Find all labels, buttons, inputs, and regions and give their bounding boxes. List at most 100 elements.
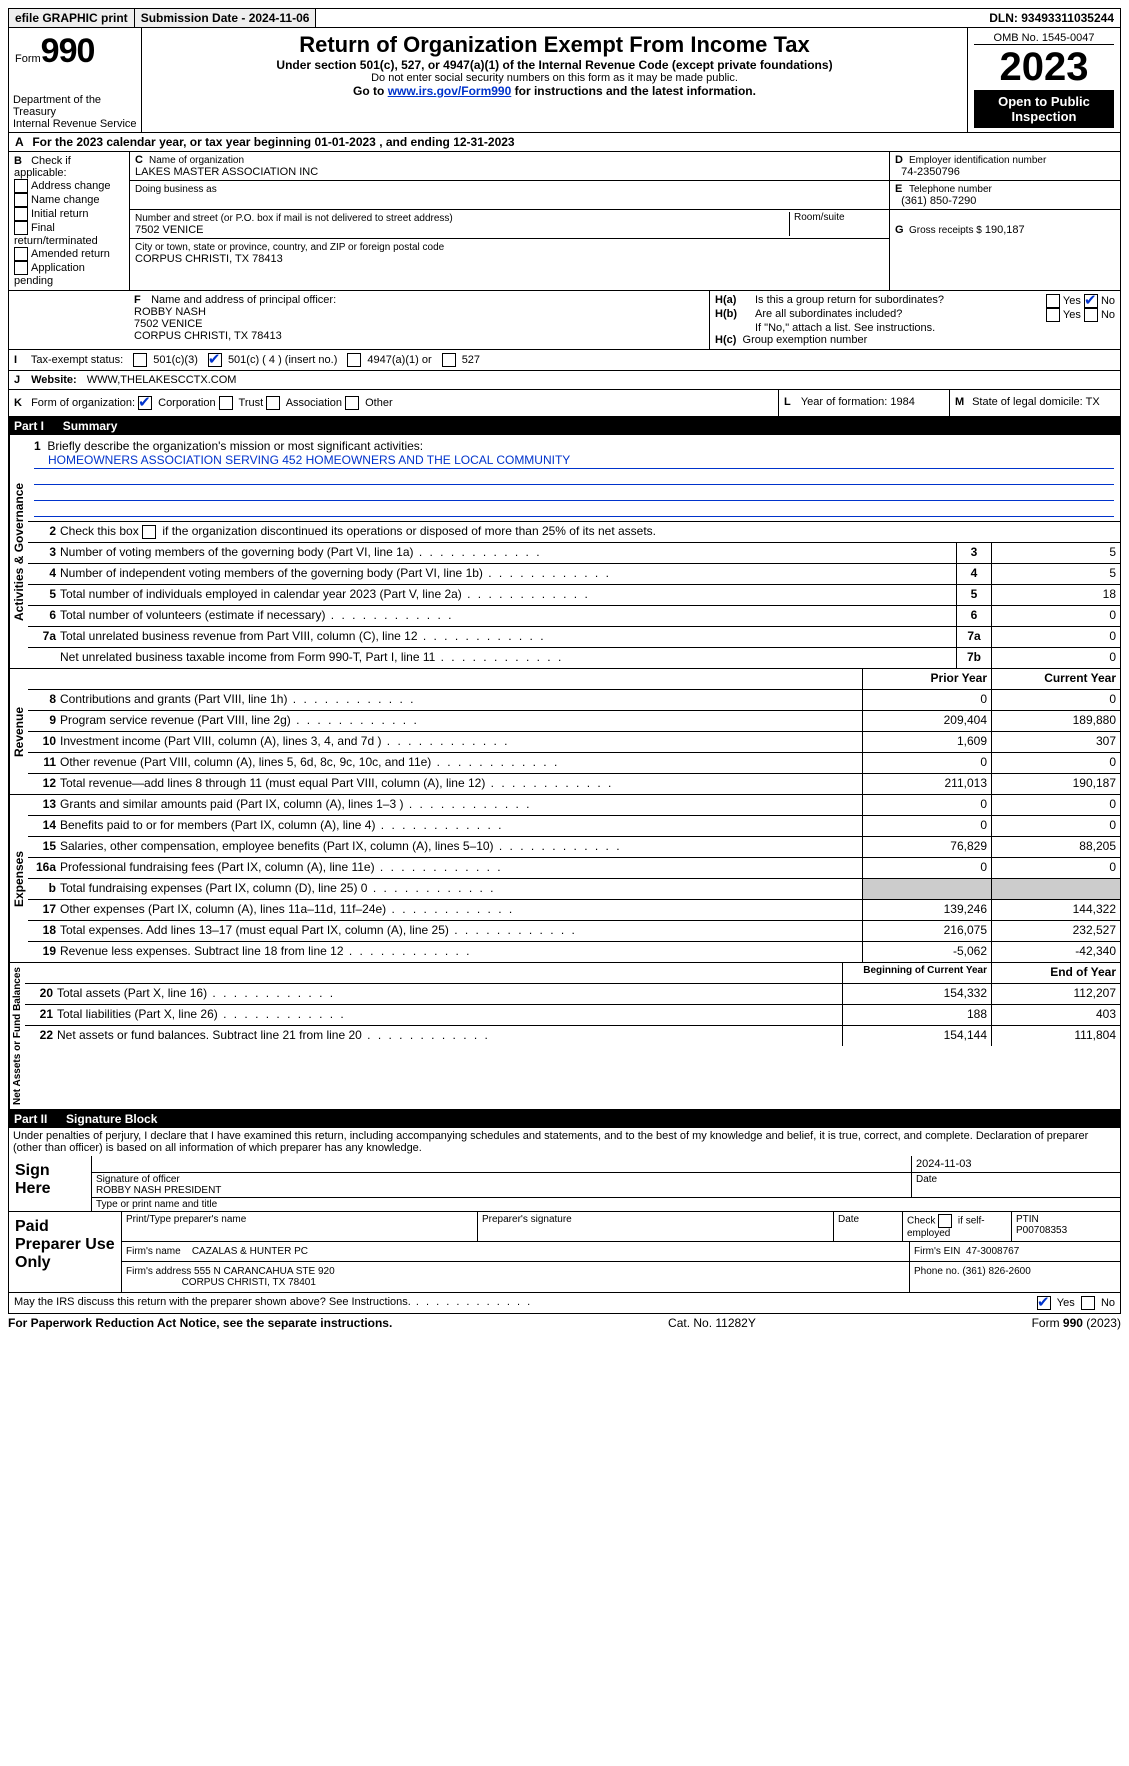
table-row: Net unrelated business taxable income fr… xyxy=(28,648,1120,668)
omb-number: OMB No. 1545-0047 xyxy=(974,32,1114,45)
table-row: 17Other expenses (Part IX, column (A), l… xyxy=(28,900,1120,921)
sig-officer-label: Signature of officer xyxy=(96,1174,180,1185)
table-row: 14Benefits paid to or for members (Part … xyxy=(28,816,1120,837)
firm-ein: 47-3008767 xyxy=(966,1246,1019,1257)
cb-address-change[interactable] xyxy=(14,179,28,193)
table-row: 8Contributions and grants (Part VIII, li… xyxy=(28,690,1120,711)
ein-label: Employer identification number xyxy=(909,155,1046,166)
gov-section: Activities & Governance 1 Briefly descri… xyxy=(8,435,1121,669)
table-row: 19Revenue less expenses. Subtract line 1… xyxy=(28,942,1120,962)
table-row: 7aTotal unrelated business revenue from … xyxy=(28,627,1120,648)
cb-initial-return[interactable] xyxy=(14,207,28,221)
table-row: 5Total number of individuals employed in… xyxy=(28,585,1120,606)
submission-date: Submission Date - 2024-11-06 xyxy=(135,9,317,27)
officer-city: CORPUS CHRISTI, TX 78413 xyxy=(134,330,282,342)
tax-year: 2023 xyxy=(974,45,1114,90)
instructions-line: Go to www.irs.gov/Form990 for instructio… xyxy=(148,84,961,98)
cb-hb-no[interactable] xyxy=(1084,308,1098,322)
k-l-m-row: K Form of organization: Corporation Trus… xyxy=(8,390,1121,417)
vtab-governance: Activities & Governance xyxy=(9,435,28,668)
treasury-label: Department of the Treasury xyxy=(13,94,141,118)
org-name: LAKES MASTER ASSOCIATION INC xyxy=(135,166,318,178)
form-number: 990 xyxy=(41,32,95,70)
nametitle-label: Type or print name and title xyxy=(92,1198,1120,1211)
cb-amended[interactable] xyxy=(14,247,28,261)
perjury-statement: Under penalties of perjury, I declare th… xyxy=(8,1128,1121,1156)
phone-label: Telephone number xyxy=(909,184,992,195)
preparer-sig-label: Preparer's signature xyxy=(478,1212,834,1241)
dln: DLN: 93493311035244 xyxy=(983,9,1120,27)
website-value: WWW,THELAKESCCTX.COM xyxy=(87,374,237,386)
cb-self-employed[interactable] xyxy=(938,1214,952,1228)
cb-discuss-no[interactable] xyxy=(1081,1296,1095,1310)
footer-left: For Paperwork Reduction Act Notice, see … xyxy=(8,1316,392,1330)
cb-ha-yes[interactable] xyxy=(1046,294,1060,308)
ein-value: 74-2350796 xyxy=(901,166,960,178)
cb-trust[interactable] xyxy=(219,396,233,410)
section-a: A For the 2023 calendar year, or tax yea… xyxy=(8,133,1121,152)
officer-addr: 7502 VENICE xyxy=(134,318,202,330)
cb-discontinued[interactable] xyxy=(142,525,156,539)
table-row: 12Total revenue—add lines 8 through 11 (… xyxy=(28,774,1120,794)
exp-section: Expenses 13Grants and similar amounts pa… xyxy=(8,795,1121,963)
phone-value: (361) 850-7290 xyxy=(901,195,976,207)
cb-name-change[interactable] xyxy=(14,193,28,207)
footer-right: Form 990 (2023) xyxy=(1032,1316,1121,1330)
firm-phone-label: Phone no. xyxy=(914,1266,960,1277)
vtab-net: Net Assets or Fund Balances xyxy=(9,963,25,1109)
firm-name-label: Firm's name xyxy=(126,1246,181,1257)
ptin-label: PTIN xyxy=(1016,1214,1039,1225)
gross-label: Gross receipts $ xyxy=(909,225,982,236)
table-row: 3Number of voting members of the governi… xyxy=(28,543,1120,564)
year-formation: 1984 xyxy=(890,396,914,408)
part-i-header: Part I Summary xyxy=(8,417,1121,435)
cb-4947[interactable] xyxy=(347,353,361,367)
preparer-name-label: Print/Type preparer's name xyxy=(122,1212,478,1241)
irs-label: Internal Revenue Service xyxy=(13,118,141,130)
sign-here-label: Sign Here xyxy=(9,1156,92,1211)
cb-final-return[interactable] xyxy=(14,221,28,235)
firm-ein-label: Firm's EIN xyxy=(914,1246,960,1257)
table-row: 10Investment income (Part VIII, column (… xyxy=(28,732,1120,753)
cb-527[interactable] xyxy=(442,353,456,367)
tax-status-row: I Tax-exempt status: 501(c)(3) 501(c) ( … xyxy=(8,350,1121,371)
mission-label: Briefly describe the organization's miss… xyxy=(47,439,423,453)
form-header: Form990 Department of the Treasury Inter… xyxy=(8,28,1121,133)
org-city: CORPUS CHRISTI, TX 78413 xyxy=(135,253,283,265)
firm-addr-label: Firm's address xyxy=(126,1266,191,1277)
website-row: J Website: WWW,THELAKESCCTX.COM xyxy=(8,371,1121,390)
table-row: 21Total liabilities (Part X, line 26)188… xyxy=(25,1005,1120,1026)
firm-phone: (361) 826-2600 xyxy=(962,1266,1030,1277)
officer-name: ROBBY NASH xyxy=(134,306,206,318)
table-row: 22Net assets or fund balances. Subtract … xyxy=(25,1026,1120,1046)
table-row: 20Total assets (Part X, line 16)154,3321… xyxy=(25,984,1120,1005)
cb-501c3[interactable] xyxy=(133,353,147,367)
cb-ha-no[interactable] xyxy=(1084,294,1098,308)
dba-label: Doing business as xyxy=(135,184,217,195)
cb-corp[interactable] xyxy=(138,396,152,410)
form-title: Return of Organization Exempt From Incom… xyxy=(148,32,961,58)
top-bar: efile GRAPHIC print Submission Date - 20… xyxy=(8,8,1121,28)
entity-block: B Check if applicable: Address change Na… xyxy=(8,152,1121,291)
cb-501c[interactable] xyxy=(208,353,222,367)
cb-app-pending[interactable] xyxy=(14,261,28,275)
firm-addr1: 555 N CARANCAHUA STE 920 xyxy=(194,1266,335,1277)
vtab-expenses: Expenses xyxy=(9,795,28,962)
table-row: 9Program service revenue (Part VIII, lin… xyxy=(28,711,1120,732)
table-row: 6Total number of volunteers (estimate if… xyxy=(28,606,1120,627)
ptin-value: P00708353 xyxy=(1016,1225,1067,1236)
h-b-label: Are all subordinates included? xyxy=(755,308,1046,322)
hdr-eoy: End of Year xyxy=(991,963,1120,983)
cb-hb-yes[interactable] xyxy=(1046,308,1060,322)
officer-label: Name and address of principal officer: xyxy=(151,294,336,306)
org-name-label: Name of organization xyxy=(149,155,244,166)
officer-name-title: ROBBY NASH PRESIDENT xyxy=(96,1185,221,1196)
form990-link[interactable]: www.irs.gov/Form990 xyxy=(388,84,512,98)
cb-other[interactable] xyxy=(345,396,359,410)
hdr-current-year: Current Year xyxy=(991,669,1120,689)
efile-print-button[interactable]: efile GRAPHIC print xyxy=(9,9,135,27)
paid-preparer-label: Paid Preparer Use Only xyxy=(9,1212,122,1292)
hdr-boy: Beginning of Current Year xyxy=(842,963,991,983)
cb-discuss-yes[interactable] xyxy=(1037,1296,1051,1310)
cb-assoc[interactable] xyxy=(266,396,280,410)
